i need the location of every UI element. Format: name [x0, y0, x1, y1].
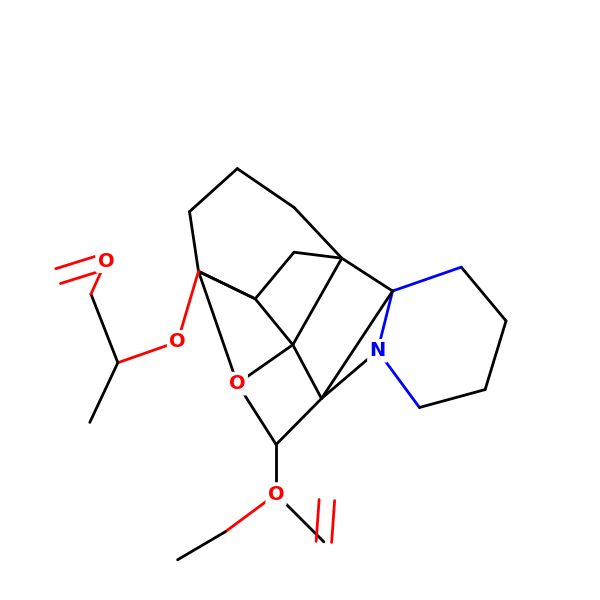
Text: O: O	[98, 251, 114, 271]
Text: O: O	[229, 374, 245, 393]
Text: N: N	[370, 341, 386, 360]
Text: O: O	[268, 485, 284, 503]
Text: O: O	[169, 332, 186, 352]
